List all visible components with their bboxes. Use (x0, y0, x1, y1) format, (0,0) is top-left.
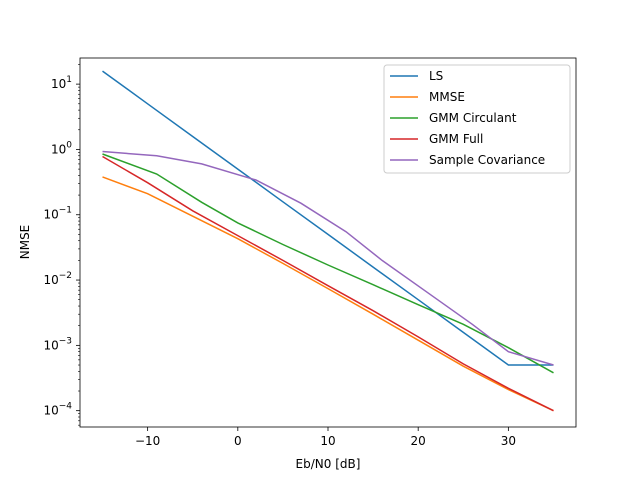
series-line-3 (102, 155, 554, 412)
x-tick-label: 20 (411, 434, 426, 448)
x-axis: −10 0 10 20 30 (135, 427, 516, 448)
y-tick-label: 10−3 (43, 336, 72, 352)
legend-entry-1: MMSE (429, 90, 465, 104)
legend-box (383, 64, 571, 174)
x-tick-label: 10 (320, 434, 335, 448)
legend: LS MMSE GMM Circulant GMM Full Sample Covari… (383, 64, 571, 174)
y-tick-label: 101 (51, 75, 72, 91)
series-line-4 (102, 150, 554, 366)
legend-entry-2: GMM Circulant (429, 111, 517, 125)
y-axis: 10−4 10−3 10−2 10−1 100 101 (43, 64, 80, 426)
y-axis-label: NMSE (18, 225, 32, 260)
x-tick-label: 30 (501, 434, 516, 448)
x-tick-label: 0 (234, 434, 242, 448)
y-tick-label: 10−4 (43, 402, 72, 418)
y-tick-label: 100 (51, 140, 72, 156)
y-tick-label: 10−2 (43, 271, 72, 287)
legend-entry-3: GMM Full (429, 132, 483, 146)
series-line-2 (102, 153, 554, 374)
series-line-1 (102, 176, 554, 412)
x-axis-label: Eb/N0 [dB] (296, 457, 361, 471)
plot-area (79, 57, 577, 428)
x-tick-label: −10 (135, 434, 160, 448)
y-tick-label: 10−1 (43, 206, 72, 222)
legend-entry-0: LS (429, 69, 443, 83)
series-line-0 (102, 70, 554, 366)
legend-entry-4: Sample Covariance (429, 153, 545, 167)
